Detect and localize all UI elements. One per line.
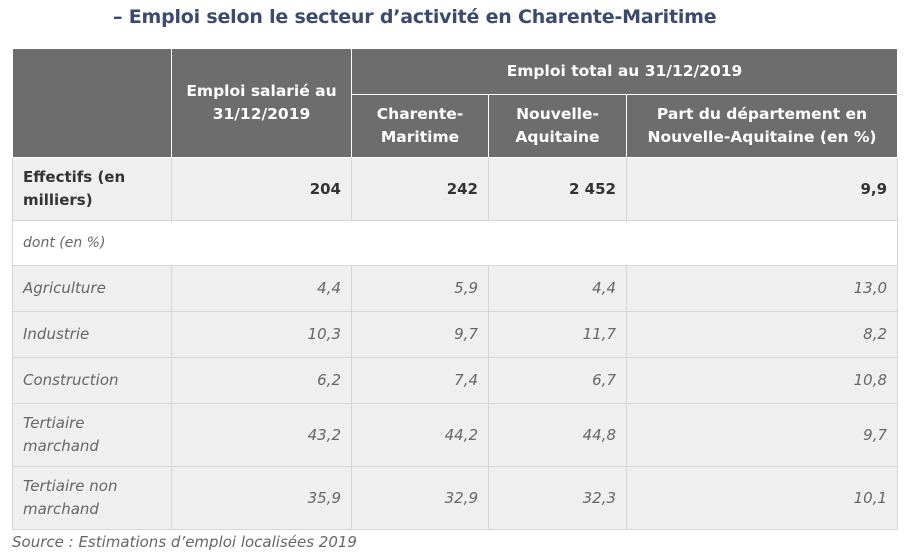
- cell-value: 6,7: [488, 357, 627, 404]
- header-charente-maritime: Charente-Maritime: [351, 94, 489, 158]
- table-row-dont: dont (en %): [11, 220, 899, 266]
- employment-table: Emploi salarié au 31/12/2019 Emploi tota…: [11, 48, 899, 530]
- row-label: Industrie: [12, 311, 172, 358]
- source-note: Source : Estimations d’emploi localisées…: [12, 533, 357, 551]
- table-row: Agriculture 4,4 5,9 4,4 13,0: [12, 265, 899, 312]
- cell-value: 9,7: [625, 403, 899, 467]
- cell-value: 10,8: [625, 357, 899, 404]
- table-row: Construction 6,2 7,4 6,7 10,8: [12, 357, 899, 404]
- cell-value: 9,9: [625, 157, 899, 221]
- cell-value: 44,2: [351, 403, 489, 467]
- header-emploi-salarie: Emploi salarié au 31/12/2019: [171, 48, 352, 158]
- table-row: Industrie 10,3 9,7 11,7 8,2: [12, 311, 899, 358]
- cell-value: 204: [171, 157, 352, 221]
- cell-value: 35,9: [171, 466, 352, 530]
- header-nouvelle-aquitaine: Nouvelle-Aquitaine: [488, 94, 627, 158]
- table-row: Tertiaire marchand 43,2 44,2 44,8 9,7: [12, 403, 899, 467]
- dont-label: dont (en %): [11, 220, 899, 266]
- header-part-departement: Part du département en Nouvelle-Aquitain…: [625, 94, 899, 158]
- row-label: Agriculture: [12, 265, 172, 312]
- row-label: Tertiaire marchand: [12, 403, 172, 467]
- row-label: Effectifs (en milliers): [12, 157, 172, 221]
- cell-value: 7,4: [351, 357, 489, 404]
- cell-value: 242: [351, 157, 489, 221]
- row-label: Construction: [12, 357, 172, 404]
- cell-value: 10,1: [625, 466, 899, 530]
- cell-value: 11,7: [488, 311, 627, 358]
- cell-value: 10,3: [171, 311, 352, 358]
- cell-value: 13,0: [625, 265, 899, 312]
- row-label: Tertiaire non marchand: [12, 466, 172, 530]
- header-empty-cell: [12, 48, 172, 158]
- page-title: – Emploi selon le secteur d’activité en …: [113, 6, 717, 28]
- cell-value: 4,4: [171, 265, 352, 312]
- cell-value: 2 452: [488, 157, 627, 221]
- cell-value: 4,4: [488, 265, 627, 312]
- table-row-effectifs: Effectifs (en milliers) 204 242 2 452 9,…: [12, 157, 899, 221]
- cell-value: 9,7: [351, 311, 489, 358]
- cell-value: 5,9: [351, 265, 489, 312]
- header-emploi-total: Emploi total au 31/12/2019: [350, 48, 899, 95]
- table-row: Tertiaire non marchand 35,9 32,9 32,3 10…: [12, 466, 899, 530]
- cell-value: 8,2: [625, 311, 899, 358]
- cell-value: 6,2: [171, 357, 352, 404]
- cell-value: 32,3: [488, 466, 627, 530]
- cell-value: 32,9: [351, 466, 489, 530]
- cell-value: 44,8: [488, 403, 627, 467]
- cell-value: 43,2: [171, 403, 352, 467]
